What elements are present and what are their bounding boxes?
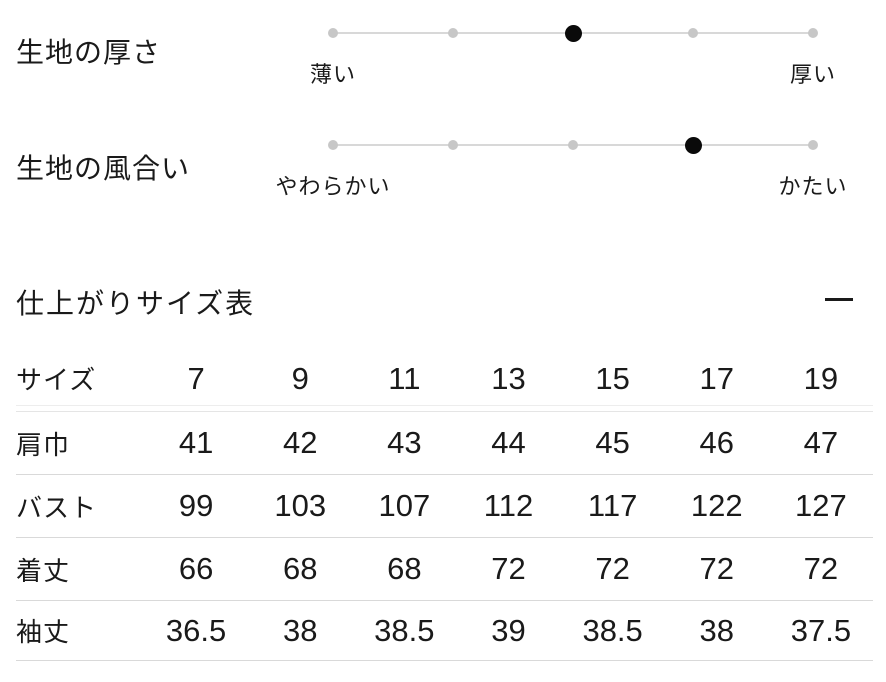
scale-dot bbox=[684, 136, 702, 154]
size-column-header: 13 bbox=[491, 360, 526, 396]
scale-dot bbox=[448, 28, 458, 38]
size-column-header: 15 bbox=[595, 360, 630, 396]
scale-dot bbox=[328, 28, 338, 38]
size-column-header: 11 bbox=[388, 360, 421, 396]
cell-value: 99 bbox=[178, 488, 214, 523]
fabric-thickness-scale: 薄い 厚い bbox=[310, 24, 835, 87]
cell-value: 117 bbox=[587, 488, 638, 523]
cell-value: 37.5 bbox=[790, 612, 852, 648]
size-column-header: 19 bbox=[803, 360, 839, 396]
row-label: 肩巾 bbox=[16, 429, 71, 460]
thickness-min-label: 薄い bbox=[309, 62, 357, 87]
cell-value: 72 bbox=[491, 551, 526, 586]
fabric-texture-label: 生地の風合い bbox=[16, 153, 191, 184]
size-column-header: 7 bbox=[187, 360, 205, 396]
cell-value: 68 bbox=[387, 551, 422, 586]
cell-value: 44 bbox=[491, 425, 526, 460]
cell-value: 122 bbox=[690, 488, 743, 523]
cell-value: 68 bbox=[282, 551, 318, 586]
cell-value: 72 bbox=[595, 551, 630, 586]
cell-value: 39 bbox=[491, 612, 526, 648]
size-table: サイズ 7 9 11 13 15 17 19 肩巾 41 42 43 44 45… bbox=[16, 352, 873, 661]
texture-max-label: かたい bbox=[778, 174, 848, 199]
row-label: バスト bbox=[16, 492, 98, 523]
table-row-bust: バスト 99 103 107 112 117 122 127 bbox=[16, 475, 873, 538]
scale-dot bbox=[448, 140, 458, 150]
cell-value: 112 bbox=[483, 488, 534, 523]
cell-value: 38.5 bbox=[582, 612, 643, 648]
cell-value: 127 bbox=[795, 488, 847, 523]
cell-value: 36.5 bbox=[165, 612, 227, 648]
cell-value: 41 bbox=[178, 425, 214, 460]
cell-value: 38.5 bbox=[374, 612, 435, 648]
cell-value: 47 bbox=[803, 425, 839, 460]
table-row-length: 着丈 66 68 68 72 72 72 72 bbox=[16, 538, 873, 601]
scale-dot bbox=[688, 28, 698, 38]
cell-value: 38 bbox=[699, 612, 735, 648]
cell-value: 38 bbox=[282, 612, 318, 648]
texture-min-label: やわらかい bbox=[275, 174, 391, 199]
cell-value: 107 bbox=[378, 488, 431, 523]
cell-value: 42 bbox=[282, 425, 318, 460]
cell-value: 45 bbox=[595, 425, 630, 460]
size-table-header-row: サイズ 7 9 11 13 15 17 19 bbox=[16, 352, 873, 406]
cell-value: 66 bbox=[178, 551, 214, 586]
cell-value: 72 bbox=[699, 551, 735, 586]
cell-value: 72 bbox=[803, 551, 839, 586]
cell-value: 46 bbox=[699, 425, 735, 460]
row-label: 着丈 bbox=[16, 555, 71, 586]
minus-icon bbox=[825, 298, 853, 301]
fabric-thickness-label: 生地の厚さ bbox=[16, 37, 162, 68]
thickness-max-label: 厚い bbox=[789, 62, 837, 87]
size-column-header: 17 bbox=[699, 360, 735, 396]
collapse-section-button[interactable] bbox=[823, 284, 855, 314]
scale-dot bbox=[328, 140, 338, 150]
scale-dot bbox=[808, 140, 818, 150]
scale-dot bbox=[808, 28, 818, 38]
table-row-sleeve: 袖丈 36.5 38 38.5 39 38.5 38 37.5 bbox=[16, 601, 873, 661]
row-label: 袖丈 bbox=[16, 617, 71, 647]
fabric-texture-scale: やわらかい かたい bbox=[275, 136, 847, 199]
header-divider bbox=[16, 406, 873, 412]
size-column-header: 9 bbox=[291, 360, 309, 396]
table-row-shoulder: 肩巾 41 42 43 44 45 46 47 bbox=[16, 412, 873, 475]
size-header-label: サイズ bbox=[16, 365, 97, 395]
scale-dot bbox=[564, 24, 582, 42]
size-table-title: 仕上がりサイズ表 bbox=[16, 288, 256, 319]
cell-value: 103 bbox=[274, 488, 327, 523]
scale-dot bbox=[568, 140, 578, 150]
cell-value: 43 bbox=[387, 425, 422, 460]
